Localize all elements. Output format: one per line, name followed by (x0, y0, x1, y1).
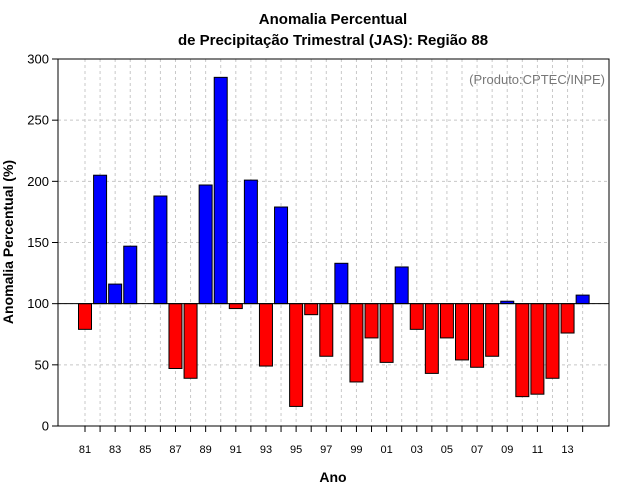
bar-11 (530, 303, 545, 395)
bar-07 (470, 303, 485, 368)
credit-text: (Produto:CPTEC/INPE) (469, 72, 605, 87)
x-tick-label: 87 (169, 444, 181, 456)
bar-83 (108, 283, 123, 305)
bar-03 (409, 303, 424, 330)
bar-04 (424, 303, 439, 374)
bar-90 (213, 76, 228, 305)
x-tick-label: 01 (380, 444, 392, 456)
bar-14 (575, 294, 590, 305)
bar-86 (153, 195, 168, 305)
bar-96 (304, 303, 319, 316)
bar-88 (183, 303, 198, 379)
y-tick-label: 150 (27, 235, 49, 250)
bar-13 (560, 303, 575, 334)
chart-title-line1: Anomalia Percentual (259, 11, 407, 28)
bar-92 (243, 179, 258, 305)
bar-95 (289, 303, 304, 407)
y-tick-label: 50 (35, 357, 49, 372)
y-tick-label: 0 (42, 419, 49, 434)
bar-81 (78, 303, 92, 330)
bar-91 (228, 303, 243, 310)
y-tick-label: 100 (27, 296, 49, 311)
x-tick-label: 83 (109, 444, 121, 456)
bar-01 (379, 303, 394, 363)
gridlines (58, 59, 609, 426)
bar-06 (455, 303, 469, 361)
x-tick-label: 97 (320, 444, 332, 456)
x-tick-label: 11 (532, 444, 543, 456)
x-axis-label: Ano (319, 469, 346, 485)
x-tick-label: 91 (230, 444, 242, 456)
y-tick-label: 300 (27, 52, 49, 67)
x-tick-label: 09 (501, 444, 513, 456)
x-tick-label: 05 (441, 444, 453, 456)
x-tick-label: 85 (139, 444, 151, 456)
bar-08 (485, 303, 500, 357)
bar-87 (168, 303, 183, 370)
bars (78, 76, 590, 407)
y-axis-label: Anomalia Percentual (%) (0, 160, 16, 324)
y-axis-ticks: 0 50 100 150 200 250 300 (27, 52, 58, 434)
x-tick-label: 13 (561, 444, 573, 456)
x-tick-label: 89 (200, 444, 212, 456)
bar-89 (198, 184, 213, 305)
bar-94 (274, 206, 289, 305)
bar-97 (319, 303, 334, 357)
bar-98 (334, 262, 349, 305)
bar-93 (258, 303, 273, 367)
bar-12 (545, 303, 560, 379)
x-tick-label: 07 (471, 444, 483, 456)
bar-10 (515, 303, 530, 398)
x-tick-label: 99 (350, 444, 362, 456)
x-axis-ticks: 81 83 85 87 89 91 93 95 97 99 01 03 05 07 09 11 13 (79, 426, 584, 456)
x-tick-label: 95 (290, 444, 302, 456)
chart-title-line2: de Precipitação Trimestral (JAS): Região… (178, 32, 488, 49)
y-tick-label: 200 (27, 174, 49, 189)
bar-82 (93, 174, 108, 305)
x-tick-label: 03 (411, 444, 423, 456)
bar-99 (349, 303, 364, 383)
x-tick-label: 93 (260, 444, 272, 456)
bar-02 (394, 266, 409, 305)
x-tick-label: 81 (79, 444, 91, 456)
y-tick-label: 250 (27, 113, 49, 128)
bar-84 (123, 245, 138, 305)
bar-00 (364, 303, 379, 339)
bar-05 (439, 303, 454, 339)
